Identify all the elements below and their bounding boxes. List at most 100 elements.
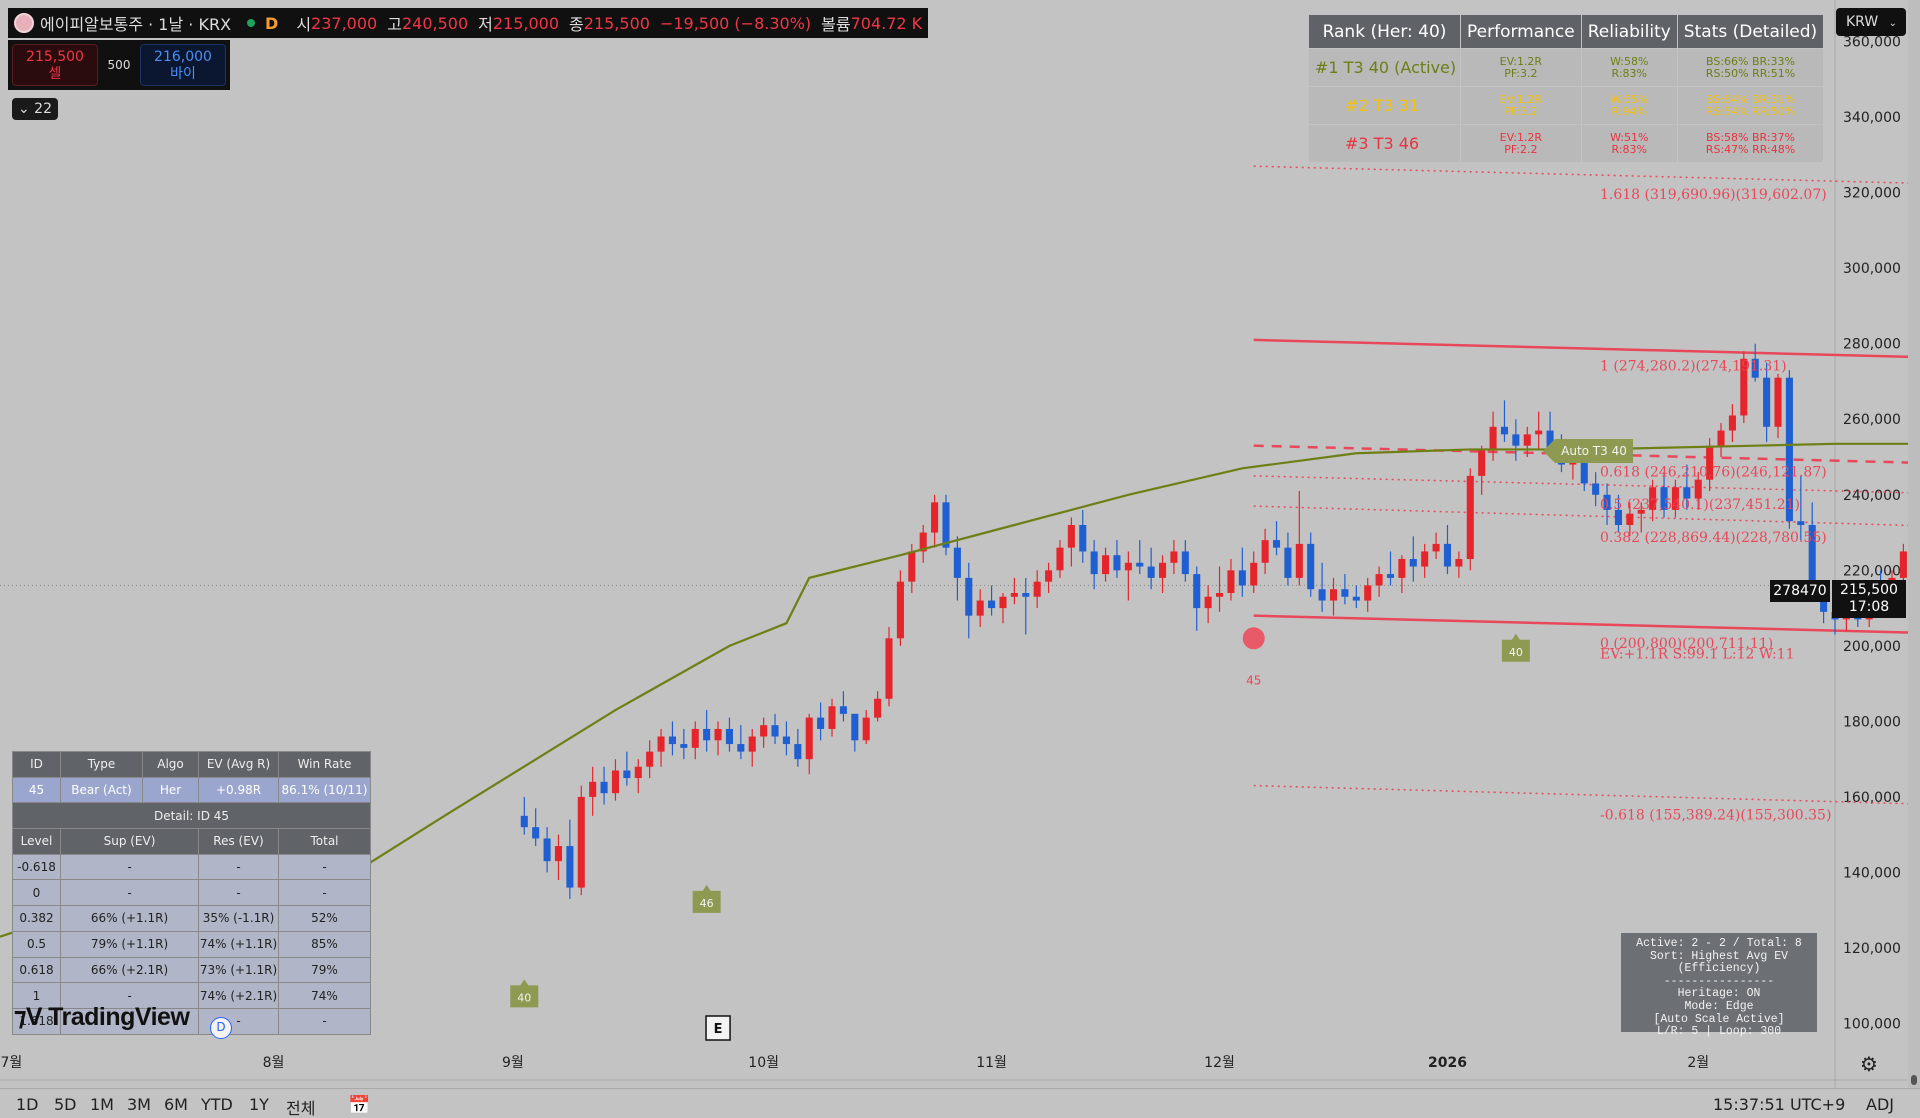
algo-label-text: 46 [700,897,714,910]
dt-level-header: Level [12,828,61,855]
y-tick-label: 140,000 [1843,865,1901,881]
x-tick-label: 10월 [748,1055,779,1071]
y-tick-label: 100,000 [1843,1017,1901,1033]
candle-body [851,713,859,741]
candle-body [1763,377,1771,427]
candle-body [771,725,779,737]
y-tick-label: 340,000 [1843,110,1901,126]
high-value: 240,500 [401,13,469,33]
candle-body [1147,566,1155,578]
symbol-title[interactable]: 에이피알보통주 · 1날 · KRX [40,15,232,34]
table-row: 0.382 66% (+1.1R) 35% (-1.1R) 52% [12,905,371,932]
candle-body [976,600,984,616]
algo-label-badge [692,884,721,913]
trade-panel: 215,500 셀 500 216,000 바이 [8,40,230,90]
candle-body [668,736,676,745]
fib-level-label: 0.5 (237,540.1)(237,451.21) [1600,497,1800,513]
table-row: 1-74% (+2.1R) 74% [12,982,371,1009]
low-label: 저 [478,15,493,34]
candle-body [1683,487,1691,499]
candle-body [1375,574,1383,586]
dt-ev-header: EV (Avg R) [198,751,279,778]
fib-level-label: 0.618 (246,210.76)(246,121.87) [1600,464,1827,480]
candle-body [748,736,756,752]
candle-body [1717,430,1725,446]
dt-winrate: 86.1% (10/11) [278,776,371,804]
reliability-header: Reliability [1580,14,1678,49]
candle-body [1899,551,1907,578]
settings-gear-icon[interactable]: ⚙ [1860,1052,1878,1076]
candle-body [1626,513,1634,525]
rank-perf: EV:1.2R PF:2.2 [1460,124,1582,163]
candle-body [1592,483,1600,495]
candle-body [1045,570,1053,582]
candle-body [1785,377,1793,522]
candle-body [611,770,619,794]
candle-body [1329,589,1338,601]
performance-header: Performance [1460,14,1582,49]
candle-body [862,717,870,741]
pivot-marker [1242,627,1265,650]
x-tick-label: 7월 [0,1055,22,1071]
rank-rel: W:55% R:94% [1580,86,1678,125]
y-tick-label: 180,000 [1843,714,1901,730]
last-price-label: 215,500 17:08 [1832,580,1906,618]
dt-winrate-header: Win Rate [278,751,371,778]
candle-body [1649,487,1657,510]
settings-info-box: Active: 2 - 2 / Total: 8 Sort: Highest A… [1621,933,1817,1038]
candle-body [1079,525,1087,552]
candle-body [1124,562,1132,571]
candle-body [1706,445,1714,480]
fib-level-label: EV:+1.1R S:99.1 L:12 W:11 [1600,646,1795,662]
right-scrollbar[interactable] [1908,0,1920,1088]
table-row: -0.618- - - [12,853,371,881]
candle-body [1489,426,1497,450]
pivot-marker-label: 45 [1246,673,1261,687]
y-tick-label: 200,000 [1843,639,1901,655]
timeframe-all[interactable]: 전체 [286,1099,316,1118]
candle-body [1614,509,1622,525]
candle-body [634,766,642,779]
currency-selector[interactable]: KRW ⌄ [1836,8,1906,36]
auto-indicator-label: Auto T3 40 [1543,439,1633,463]
channel-top-line [1253,338,1920,359]
timeframe-1d[interactable]: 1D [16,1095,39,1114]
candle-body [896,581,904,639]
adjust-toggle[interactable]: ADJ [1866,1095,1894,1114]
candle-body [1022,592,1030,597]
timeframe-1m[interactable]: 1M [90,1095,114,1114]
indicators-collapse-button[interactable]: ⌄ 22 [12,98,58,120]
candle-body [1580,457,1588,484]
date-range-icon[interactable]: 📅 [348,1095,371,1116]
rank-row: #1 T3 40 (Active) EV:1.2R PF:3.2 W:58% R:8… [1308,48,1825,87]
candle-body [657,736,665,752]
timeframe-1y[interactable]: 1Y [249,1095,269,1114]
market-open-dot-icon [247,19,256,27]
tradingview-mark-icon: ⁊V [14,1003,43,1031]
candle-body [1033,581,1041,597]
company-logo-icon [14,13,34,33]
y-tick-label: 260,000 [1843,412,1901,428]
dividend-badge[interactable]: D [210,1017,232,1039]
timeframe-3m[interactable]: 3M [127,1095,151,1114]
algo-label-badge [1501,633,1530,662]
timeframe-5d[interactable]: 5D [54,1095,77,1114]
clock[interactable]: 15:37:51 UTC+9 [1713,1095,1846,1114]
candle-body [1238,570,1246,586]
fib-level-label: 0 (200,800)(200,711.11) [1600,636,1773,652]
candle-body [1523,434,1531,446]
candle-body [794,744,802,760]
sell-button[interactable]: 215,500 셀 [12,44,98,86]
rank-row: #2 T3 31 EV:1.2R PF:3.2 W:55% R:94% BS:64%… [1308,86,1825,125]
candle-body [1261,540,1269,563]
rank-row: #3 T3 46 EV:1.2R PF:2.2 W:51% R:83% BS:58%… [1308,124,1825,163]
tradingview-logo[interactable]: ⁊V TradingView [14,1002,190,1032]
scrollbar-thumb[interactable] [1911,1075,1917,1085]
x-tick-label: 8월 [263,1055,285,1071]
buy-button[interactable]: 216,000 바이 [140,44,226,86]
countdown-value: 17:08 [1848,599,1890,615]
timeframe-6m[interactable]: 6M [164,1095,188,1114]
table-row: 0.618 66% (+2.1R) 73% (+1.1R) 79% [12,956,371,984]
low-value: 215,000 [492,13,560,33]
timeframe-ytd[interactable]: YTD [201,1095,233,1114]
